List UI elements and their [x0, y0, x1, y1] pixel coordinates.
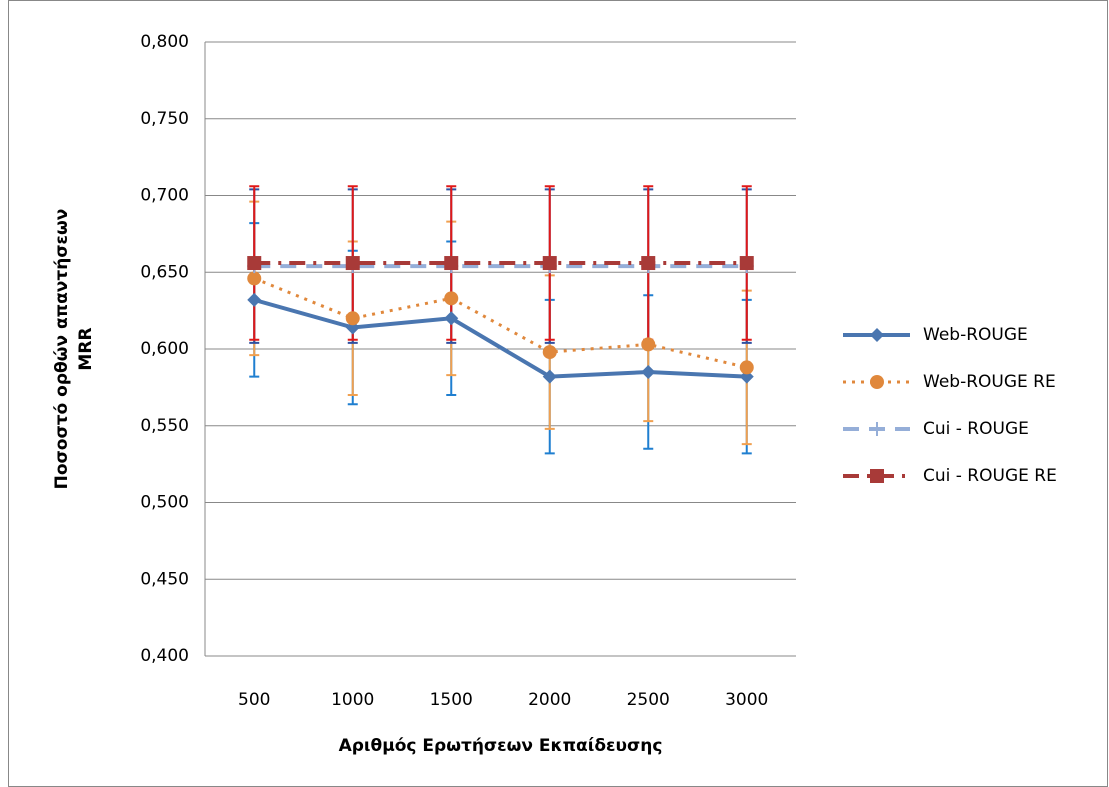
marker	[641, 256, 656, 271]
x-tick-label: 1500	[430, 690, 473, 710]
y-tick-label: 0,500	[140, 493, 189, 513]
marker	[345, 311, 360, 326]
marker	[542, 256, 557, 271]
marker	[444, 311, 459, 326]
marker	[739, 360, 754, 375]
x-tick-label: 2000	[528, 690, 571, 710]
marker	[870, 422, 884, 436]
y-axis-title: MRR	[76, 327, 96, 370]
legend-label: Web-ROUGE RE	[923, 372, 1056, 392]
legend-label: Cui - ROUGE	[923, 419, 1029, 439]
legend-marker	[870, 328, 884, 342]
marker	[542, 345, 557, 360]
marker	[870, 375, 884, 389]
marker	[444, 256, 459, 271]
marker	[247, 292, 262, 307]
legend-marker	[870, 375, 884, 389]
marker	[641, 337, 656, 352]
x-axis-title: Αριθμός Ερωτήσεων Εκπαίδευσης	[339, 736, 663, 756]
y-axis-title: Ποσοστό ορθών απαντήσεων	[52, 209, 72, 490]
series-line	[253, 276, 748, 369]
legend-label: Web-ROUGE	[923, 325, 1028, 345]
marker	[870, 469, 884, 483]
y-tick-label: 0,600	[140, 339, 189, 359]
legend-marker	[870, 422, 884, 436]
marker	[542, 369, 557, 384]
y-tick-label: 0,400	[140, 646, 189, 666]
y-tick-label: 0,750	[140, 109, 189, 129]
x-tick-label: 1000	[331, 690, 374, 710]
marker	[641, 365, 656, 380]
marker	[247, 256, 262, 271]
marker	[345, 256, 360, 271]
marker	[247, 271, 262, 286]
x-tick-label: 2500	[627, 690, 670, 710]
x-tick-label: 500	[238, 690, 270, 710]
marker	[870, 328, 884, 342]
legend-marker	[870, 469, 884, 483]
y-tick-label: 0,800	[140, 32, 189, 52]
marker	[444, 291, 459, 306]
y-tick-label: 0,450	[140, 569, 189, 589]
y-tick-label: 0,700	[140, 186, 189, 206]
series-line	[253, 297, 747, 379]
y-tick-label: 0,650	[140, 262, 189, 282]
marker	[739, 256, 754, 271]
x-tick-label: 3000	[725, 690, 768, 710]
legend-label: Cui - ROUGE RE	[923, 466, 1057, 486]
y-tick-label: 0,550	[140, 416, 189, 436]
